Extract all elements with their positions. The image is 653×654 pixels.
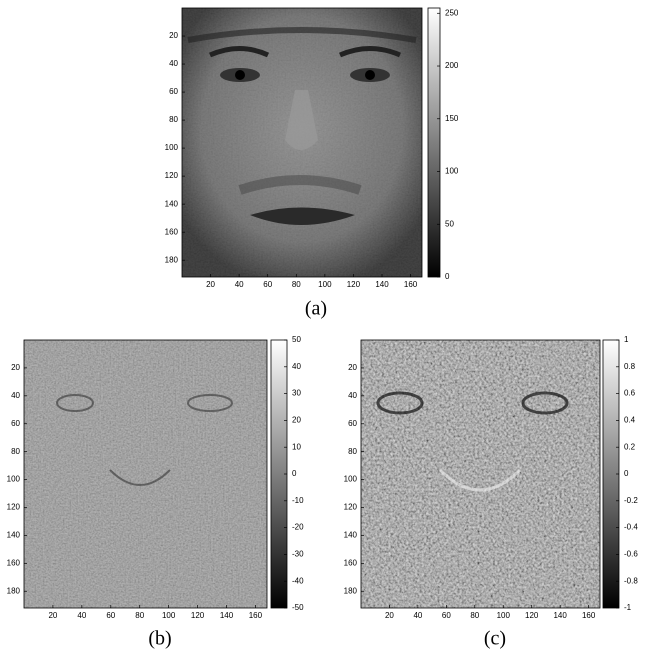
x-tick-label: 40: [413, 611, 422, 620]
y-tick-label: 80: [11, 447, 20, 456]
y-tick-label: 40: [169, 59, 178, 68]
colorbar-tick-label: 20: [292, 416, 301, 425]
y-tick-label: 180: [7, 586, 21, 595]
x-tick-label: 40: [77, 611, 86, 620]
x-tick-label: 20: [206, 280, 215, 289]
x-tick-label: 80: [292, 280, 301, 289]
y-tick-label: 20: [348, 363, 357, 372]
colorbar-tick-label: -50: [292, 603, 304, 612]
colorbar-tick-label: -20: [292, 523, 304, 532]
x-tick-label: 60: [263, 280, 272, 289]
y-tick-label: 180: [165, 255, 179, 264]
y-tick-label: 120: [344, 503, 358, 512]
colorbar-tick-label: -10: [292, 496, 304, 505]
y-tick-label: 40: [11, 391, 20, 400]
x-tick-label: 120: [525, 611, 539, 620]
colorbar-tick-label: 10: [292, 442, 301, 451]
colorbar-tick-label: 0: [624, 469, 629, 478]
colorbar-tick-label: 0: [292, 469, 297, 478]
y-tick-label: 140: [7, 531, 21, 540]
axes-frame: [23, 339, 268, 609]
x-tick-label: 140: [220, 611, 234, 620]
x-tick-label: 40: [235, 280, 244, 289]
colorbar-tick-label: 1: [624, 335, 629, 344]
colorbar-tick-label: 50: [292, 335, 301, 344]
axes-frame: [360, 339, 601, 609]
x-tick-label: 160: [582, 611, 596, 620]
x-tick-label: 100: [162, 611, 176, 620]
x-tick-label: 80: [470, 611, 479, 620]
colorbar-tick-label: 40: [292, 362, 301, 371]
colorbar-tick-label: 150: [445, 114, 459, 123]
y-tick-label: 60: [11, 419, 20, 428]
x-tick-label: 100: [318, 280, 332, 289]
y-tick-label: 100: [344, 475, 358, 484]
colorbar-tick-label: -0.8: [624, 576, 638, 585]
colorbar-tick-label: 0.6: [624, 389, 636, 398]
panel-caption: (a): [305, 298, 327, 320]
x-tick-label: 120: [191, 611, 205, 620]
panel-caption: (b): [148, 628, 171, 650]
colorbar: [427, 7, 441, 278]
y-tick-label: 160: [165, 227, 179, 236]
detail-image-b: [24, 340, 267, 608]
axes-frame: [181, 7, 423, 278]
y-tick-label: 120: [7, 503, 21, 512]
colorbar-tick-label: -30: [292, 550, 304, 559]
y-tick-label: 20: [169, 31, 178, 40]
y-tick-label: 120: [165, 171, 179, 180]
detail-image-c: [361, 340, 600, 608]
y-tick-label: 40: [348, 391, 357, 400]
y-tick-label: 160: [7, 558, 21, 567]
x-tick-label: 20: [48, 611, 57, 620]
face-image: [182, 8, 422, 277]
colorbar-tick-label: -0.4: [624, 523, 638, 532]
x-tick-label: 60: [106, 611, 115, 620]
colorbar-tick-label: -0.6: [624, 550, 638, 559]
x-tick-label: 20: [385, 611, 394, 620]
y-tick-label: 140: [344, 531, 358, 540]
y-tick-label: 140: [165, 199, 179, 208]
colorbar-tick-label: 100: [445, 167, 459, 176]
colorbar-tick-label: -1: [624, 603, 632, 612]
y-tick-label: 80: [348, 447, 357, 456]
y-tick-label: 100: [165, 143, 179, 152]
colorbar-tick-label: 0: [445, 272, 450, 281]
x-tick-label: 140: [375, 280, 389, 289]
x-tick-label: 140: [553, 611, 567, 620]
colorbar-tick-label: 50: [445, 219, 454, 228]
x-tick-label: 60: [442, 611, 451, 620]
y-tick-label: 100: [7, 475, 21, 484]
x-tick-label: 100: [497, 611, 511, 620]
colorbar-tick-label: 0.2: [624, 442, 636, 451]
colorbar-tick-label: 30: [292, 389, 301, 398]
y-tick-label: 20: [11, 363, 20, 372]
x-tick-label: 120: [347, 280, 361, 289]
colorbar-tick-label: 0.4: [624, 416, 636, 425]
colorbar-tick-label: 0.8: [624, 362, 636, 371]
x-tick-label: 160: [404, 280, 418, 289]
y-tick-label: 80: [169, 115, 178, 124]
y-tick-label: 60: [348, 419, 357, 428]
x-tick-label: 80: [135, 611, 144, 620]
x-tick-label: 160: [249, 611, 263, 620]
panel-caption: (c): [484, 628, 506, 650]
y-tick-label: 160: [344, 558, 358, 567]
colorbar-tick-label: -0.2: [624, 496, 638, 505]
y-tick-label: 180: [344, 586, 358, 595]
colorbar-tick-label: -40: [292, 576, 304, 585]
colorbar-tick-label: 250: [445, 8, 459, 17]
y-tick-label: 60: [169, 87, 178, 96]
colorbar-tick-label: 200: [445, 61, 459, 70]
